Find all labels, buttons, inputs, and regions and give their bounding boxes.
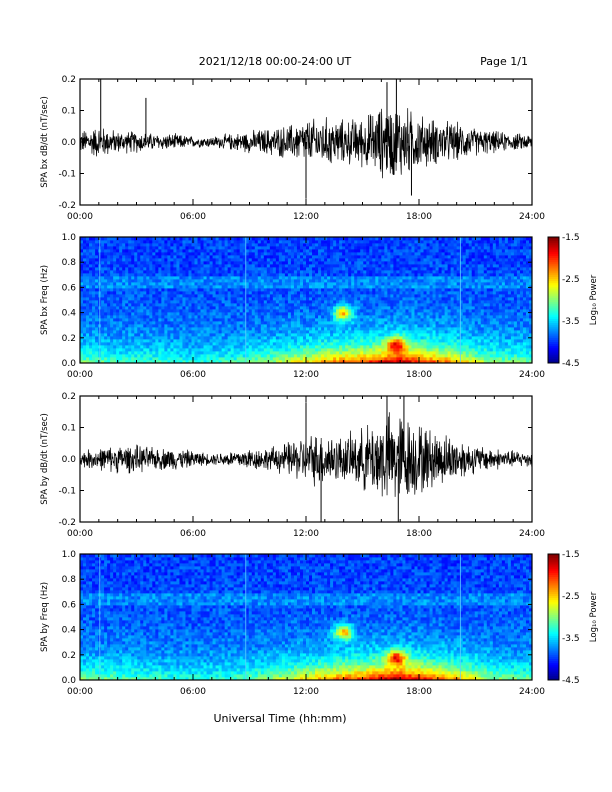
panel-4: 1.0 0.8 0.6 0.4 0.2 0.0 -1.5 -2.5 -3.5 -4.5 Log₁₀ … bbox=[40, 550, 599, 697]
y-tick-label: -0.2 bbox=[58, 518, 76, 528]
y-axis-label: SPA by dB/dt (nT/sec) bbox=[40, 413, 50, 505]
y-tick-label: 0.0 bbox=[62, 676, 77, 686]
colorbar-tick-label: -2.5 bbox=[562, 592, 580, 602]
x-tick-label: 24:00 bbox=[519, 687, 545, 697]
panel-2: 1.0 0.8 0.6 0.4 0.2 0.0 -1.5 -2.5 -3.5 -4.5 Log₁₀ … bbox=[40, 233, 599, 380]
y-tick-label: 0.2 bbox=[62, 651, 76, 661]
panel-1: 0.2 0.1 0.0 -0.1 -0.200:00 06:00 12:00 18:00 24:… bbox=[40, 75, 545, 222]
colorbar: -1.5 -2.5 -3.5 -4.5 Log₁₀ Power bbox=[548, 233, 599, 369]
y-tick-label: 0.4 bbox=[62, 626, 77, 636]
colorbar: -1.5 -2.5 -3.5 -4.5 Log₁₀ Power bbox=[548, 550, 599, 686]
panels: 0.20.10.0-0.1-0.200:00 06:00 12:00 18:00 24:… bbox=[40, 75, 599, 697]
colorbar-label: Log₁₀ Power bbox=[589, 274, 599, 325]
x-tick-label: 18:00 bbox=[406, 529, 432, 539]
colorbar-tick-label: -1.5 bbox=[562, 550, 580, 560]
y-tick-label: 0.4 bbox=[62, 309, 77, 319]
x-tick-label: 06:00 bbox=[180, 370, 206, 380]
y-tick-label: 0.0 bbox=[62, 138, 77, 148]
y-tick-label: 0.1 bbox=[62, 424, 76, 434]
x-tick-label: 06:00 bbox=[180, 529, 206, 539]
y-tick-label: 0.0 bbox=[62, 455, 77, 465]
y-tick-label: -0.1 bbox=[58, 487, 76, 497]
colorbar-label: Log₁₀ Power bbox=[589, 591, 599, 642]
x-tick-label: 00:00 bbox=[67, 370, 93, 380]
y-tick-label: 0.6 bbox=[62, 283, 77, 293]
y-axis-label: SPA bx Freq (Hz) bbox=[40, 265, 50, 335]
x-tick-label: 18:00 bbox=[406, 212, 432, 222]
y-axis-label: SPA bx dB/dt (nT/sec) bbox=[40, 96, 50, 188]
y-tick-label: -0.2 bbox=[58, 201, 76, 211]
y-tick-label: 0.8 bbox=[62, 258, 77, 268]
y-tick-label: 0.8 bbox=[62, 575, 77, 585]
x-tick-label: 24:00 bbox=[519, 370, 545, 380]
x-tick-label: 00:00 bbox=[67, 212, 93, 222]
x-tick-label: 18:00 bbox=[406, 370, 432, 380]
x-tick-label: 18:00 bbox=[406, 687, 432, 697]
colorbar-tick-label: -3.5 bbox=[562, 634, 580, 644]
spectrogram bbox=[80, 554, 532, 680]
colorbar-tick-label: -3.5 bbox=[562, 317, 580, 327]
y-tick-label: 0.1 bbox=[62, 107, 76, 117]
spectrogram bbox=[80, 237, 532, 363]
x-tick-label: 24:00 bbox=[519, 212, 545, 222]
x-axis-label: Universal Time (hh:mm) bbox=[214, 712, 347, 725]
y-tick-label: 1.0 bbox=[62, 233, 77, 243]
y-tick-label: 1.0 bbox=[62, 550, 77, 560]
y-axis-label: SPA by Freq (Hz) bbox=[40, 582, 50, 652]
y-tick-label: 0.2 bbox=[62, 334, 76, 344]
x-tick-label: 12:00 bbox=[293, 370, 319, 380]
x-tick-label: 12:00 bbox=[293, 529, 319, 539]
panel-3: 0.2 0.1 0.0 -0.1 -0.200:00 06:00 12:00 18:00 24:… bbox=[40, 392, 545, 539]
y-tick-label: 0.6 bbox=[62, 600, 77, 610]
x-tick-label: 00:00 bbox=[67, 529, 93, 539]
x-tick-label: 00:00 bbox=[67, 687, 93, 697]
y-tick-label: -0.1 bbox=[58, 170, 76, 180]
y-tick-label: 0.2 bbox=[62, 392, 76, 402]
y-tick-label: 0.0 bbox=[62, 359, 77, 369]
page-number: Page 1/1 bbox=[480, 55, 528, 68]
x-tick-label: 06:00 bbox=[180, 212, 206, 222]
x-tick-label: 24:00 bbox=[519, 529, 545, 539]
x-tick-label: 06:00 bbox=[180, 687, 206, 697]
colorbar-tick-label: -2.5 bbox=[562, 275, 580, 285]
colorbar-tick-label: -4.5 bbox=[562, 676, 580, 686]
y-tick-label: 0.2 bbox=[62, 75, 76, 85]
colorbar-tick-label: -1.5 bbox=[562, 233, 580, 243]
x-tick-label: 12:00 bbox=[293, 212, 319, 222]
x-tick-label: 12:00 bbox=[293, 687, 319, 697]
colorbar-tick-label: -4.5 bbox=[562, 359, 580, 369]
page-title: 2021/12/18 00:00-24:00 UT bbox=[199, 55, 352, 68]
